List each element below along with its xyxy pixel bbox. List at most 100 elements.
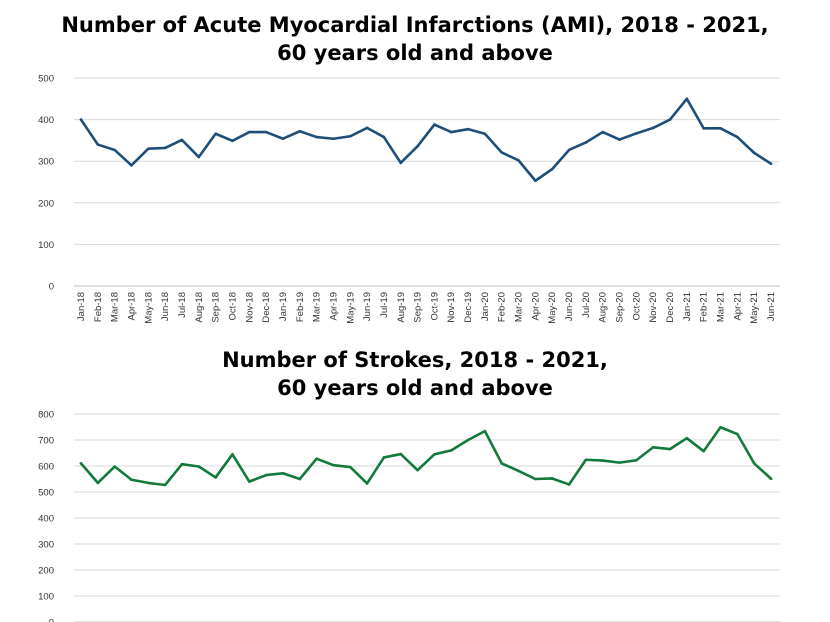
ami-x-tick-label: Aug-20: [598, 292, 609, 323]
ami-data-point: [449, 130, 453, 134]
ami-x-tick-label: Apr-19: [328, 292, 339, 321]
ami-x-tick-label: Nov-19: [446, 292, 457, 323]
ami-x-tick-label: Oct-19: [429, 292, 440, 321]
ami-x-tick-label: Jun-20: [564, 292, 575, 321]
ami-x-tick-label: Nov-18: [244, 292, 255, 323]
ami-data-point: [163, 146, 167, 150]
strokes-data-point: [416, 468, 419, 472]
strokes-data-point: [769, 477, 773, 481]
ami-data-point: [719, 127, 722, 130]
ami-x-tick-label: Apr-18: [126, 292, 137, 321]
ami-x-tick-label: Feb-20: [497, 292, 508, 322]
ami-data-point: [315, 135, 318, 139]
ami-x-tick-label: Jan-20: [480, 292, 491, 321]
ami-x-tick-label: Aug-18: [194, 292, 205, 323]
strokes-data-point: [433, 453, 436, 456]
ami-x-tick-label: Mar-21: [716, 292, 727, 322]
strokes-data-point: [685, 436, 689, 440]
strokes-data-point: [180, 462, 184, 466]
ami-x-tick-label: May-18: [143, 292, 154, 324]
strokes-data-point: [466, 438, 470, 442]
ami-x-tick-label: Oct-20: [631, 292, 642, 321]
strokes-data-point: [332, 463, 335, 467]
ami-x-tick-label: Mar-19: [312, 292, 323, 322]
ami-data-point: [752, 151, 756, 155]
ami-data-point: [365, 126, 369, 130]
ami-x-tick-label: Apr-20: [530, 292, 541, 321]
ami-series-line: [79, 97, 773, 183]
ami-data-point: [517, 159, 520, 162]
ami-x-tick-label: Feb-19: [295, 292, 306, 322]
strokes-y-tick-label: 100: [38, 592, 54, 603]
strokes-data-point: [197, 465, 201, 468]
ami-data-point: [668, 118, 672, 121]
ami-data-point: [635, 132, 638, 135]
ami-x-tick-label: Jul-18: [177, 292, 188, 318]
ami-chart-subtitle: 60 years old and above: [277, 41, 553, 65]
strokes-data-point: [96, 481, 100, 485]
strokes-data-point: [214, 476, 217, 479]
ami-data-point: [348, 134, 352, 138]
strokes-data-point: [163, 483, 167, 487]
strokes-data-point: [365, 482, 369, 485]
strokes-data-point: [635, 458, 638, 462]
strokes-series-line: [79, 425, 773, 487]
ami-x-tick-label: Feb-18: [93, 292, 104, 322]
strokes-y-tick-label: 600: [38, 462, 54, 473]
ami-x-tick-label: Apr-21: [732, 292, 743, 321]
strokes-data-point: [130, 478, 133, 482]
strokes-data-point: [719, 425, 722, 429]
ami-chart-title-block: Number of Acute Myocardial Infarctions (…: [0, 11, 830, 67]
strokes-data-point: [315, 457, 318, 461]
ami-y-tick-label: 200: [38, 198, 54, 209]
ami-chart-title: Number of Acute Myocardial Infarctions (…: [61, 13, 769, 37]
strokes-data-point: [651, 445, 655, 449]
strokes-y-tick-label: 0: [49, 618, 54, 622]
ami-data-point: [79, 118, 83, 121]
ami-x-tick-label: Feb-21: [699, 292, 710, 322]
strokes-chart-title-block: Number of Strokes, 2018 - 2021, 60 years…: [0, 346, 830, 402]
strokes-data-point: [449, 449, 453, 452]
strokes-data-point: [550, 477, 554, 480]
ami-data-point: [466, 127, 470, 131]
ami-data-point: [399, 161, 403, 165]
strokes-data-point: [247, 480, 251, 483]
ami-data-point: [197, 155, 201, 159]
ami-data-point: [550, 167, 554, 171]
ami-data-point: [231, 139, 234, 143]
ami-x-tick-label: Jun-21: [766, 292, 777, 321]
strokes-y-tick-label: 300: [38, 540, 54, 551]
strokes-y-tick-label: 200: [38, 566, 54, 577]
ami-data-point: [483, 132, 487, 136]
ami-x-tick-label: Oct-18: [227, 292, 238, 321]
strokes-data-point: [231, 453, 234, 456]
ami-x-tick-label: Sep-19: [413, 292, 424, 323]
ami-data-point: [651, 126, 655, 130]
ami-data-point: [247, 130, 251, 134]
strokes-line-chart: 0 100 200 300 400 500 600 700 800: [38, 410, 780, 622]
ami-x-tick-label: Mar-18: [110, 292, 121, 322]
ami-x-tick-label: May-19: [345, 292, 356, 324]
strokes-y-tick-label: 500: [38, 488, 54, 499]
ami-x-tick-label: May-20: [547, 292, 558, 324]
strokes-data-point: [348, 465, 352, 469]
ami-y-tick-label: 300: [38, 157, 54, 168]
ami-data-point: [264, 130, 268, 134]
ami-data-point: [113, 148, 116, 152]
ami-y-tick-label: 0: [49, 282, 54, 293]
ami-y-tick-label: 500: [38, 74, 54, 85]
ami-x-tick-label: Mar-20: [514, 292, 525, 322]
ami-data-point: [567, 148, 571, 152]
strokes-y-tick-label: 400: [38, 514, 54, 525]
strokes-data-point: [264, 473, 268, 477]
ami-data-point: [433, 123, 436, 126]
ami-data-point: [180, 138, 184, 142]
ami-data-point: [382, 135, 386, 139]
ami-x-tick-label: May-21: [749, 292, 760, 324]
strokes-data-point: [736, 432, 739, 436]
ami-data-point: [147, 147, 150, 151]
strokes-data-point: [483, 429, 487, 433]
strokes-data-point: [281, 471, 285, 475]
strokes-chart-title: Number of Strokes, 2018 - 2021,: [222, 348, 608, 372]
strokes-data-point: [399, 452, 403, 456]
